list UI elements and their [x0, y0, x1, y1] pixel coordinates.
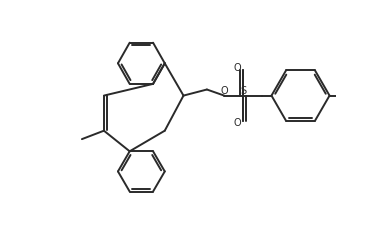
Text: O: O [233, 63, 241, 73]
Text: O: O [233, 118, 241, 128]
Text: S: S [240, 86, 246, 96]
Text: O: O [220, 86, 228, 96]
